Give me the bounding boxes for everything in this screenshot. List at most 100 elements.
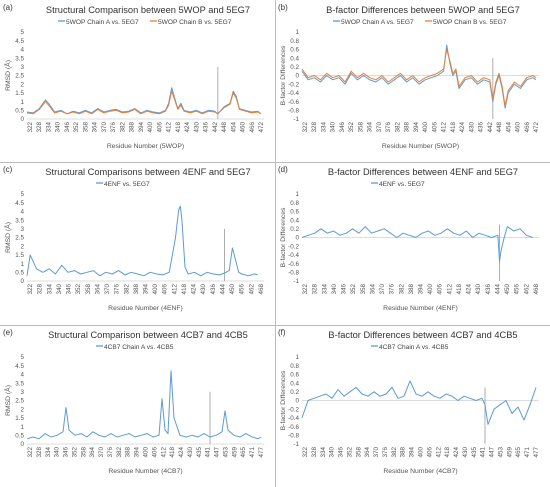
- x-tick-label: 430: [475, 284, 482, 295]
- series-line: [26, 369, 262, 439]
- x-tick-label: 424: [178, 446, 185, 457]
- y-tick-label: 1.5: [15, 90, 24, 97]
- x-tick-label: 418: [456, 284, 463, 295]
- x-tick-label: 364: [367, 121, 374, 132]
- y-tick-label: 5: [21, 354, 25, 361]
- x-tick-label: 441: [480, 446, 487, 457]
- y-tick-label: 1: [296, 29, 300, 36]
- x-tick-label: 447: [214, 446, 221, 457]
- x-tick-label: 412: [160, 446, 167, 457]
- x-tick-label: 456: [239, 284, 246, 295]
- x-tick-label: 418: [181, 284, 188, 295]
- x-tick-label: 394: [413, 121, 420, 132]
- x-tick-label: 352: [71, 446, 78, 457]
- legend-label: 5WOP Chain B vs. 5EG7: [433, 19, 507, 26]
- x-axis-title: Residue Number (4ENF): [108, 305, 183, 312]
- x-tick-label: 462: [248, 284, 255, 295]
- series-line: [26, 90, 262, 115]
- x-tick-label: 472: [533, 121, 540, 132]
- x-tick-label: 430: [193, 121, 200, 132]
- x-tick-label: 447: [489, 446, 496, 457]
- panel-f: (f) B-factor Differences between 4CB7 and…: [275, 325, 550, 487]
- x-tick-label: 340: [55, 121, 62, 132]
- x-tick-label: 346: [63, 446, 70, 457]
- x-tick-label: 382: [123, 284, 130, 295]
- x-tick-label: 370: [373, 446, 380, 457]
- x-tick-label: 352: [346, 446, 353, 457]
- legend-label: 5WOP Chain A vs. 5EG7: [66, 19, 139, 26]
- panel-label: (c): [3, 165, 13, 174]
- legend: 4ENF vs. 5EG7: [96, 181, 150, 188]
- series-line: [26, 87, 262, 115]
- legend: 4ENF vs. 5EG7: [371, 181, 425, 188]
- y-tick-label: 0.5: [15, 432, 24, 439]
- x-tick-label: 450: [229, 284, 236, 295]
- x-tick-label: 364: [89, 446, 96, 457]
- y-tick-label: -0.6: [288, 261, 299, 268]
- x-tick-label: 388: [133, 284, 140, 295]
- x-tick-label: 352: [348, 121, 355, 132]
- x-tick-label: 388: [400, 446, 407, 457]
- x-tick-label: 370: [376, 121, 383, 132]
- y-tick-label: 0: [21, 441, 25, 448]
- legend-label: 5WOP Chain A vs. 5EG7: [341, 19, 414, 26]
- chart-b: (b) B-factor Differences between 5WOP and…: [278, 3, 540, 150]
- legend-label: 4CB7 Chain A vs. 4CB5: [379, 344, 449, 351]
- x-tick-label: 400: [427, 284, 434, 295]
- x-tick-label: 477: [258, 446, 265, 457]
- y-tick-label: 0: [21, 116, 25, 123]
- legend: 4CB7 Chain A vs. 4CB5: [96, 344, 174, 351]
- y-axis-title: RMSD (Å): [3, 222, 12, 253]
- x-tick-label: 430: [187, 446, 194, 457]
- x-tick-label: 358: [82, 121, 89, 132]
- x-tick-label: 450: [504, 284, 511, 295]
- x-tick-label: 436: [485, 284, 492, 295]
- x-tick-label: 418: [444, 446, 451, 457]
- x-tick-label: 376: [389, 284, 396, 295]
- y-tick-label: 0.2: [290, 226, 299, 233]
- x-tick-label: 340: [56, 284, 63, 295]
- y-tick-label: 0: [296, 235, 300, 242]
- x-tick-label: 459: [506, 446, 513, 457]
- x-tick-label: 376: [107, 446, 114, 457]
- x-tick-label: 436: [210, 284, 217, 295]
- chart-f: (f) B-factor Differences between 4CB7 and…: [278, 328, 540, 475]
- x-tick-label: 370: [379, 284, 386, 295]
- legend: 5WOP Chain A vs. 5EG7 5WOP Chain B vs. 5E…: [333, 19, 507, 26]
- x-tick-label: 424: [453, 446, 460, 457]
- y-tick-label: 2.5: [15, 73, 24, 80]
- panel-d: (d) B-factor Differences between 4ENF and…: [275, 162, 550, 324]
- x-tick-label: 424: [191, 284, 198, 295]
- x-tick-label: 454: [505, 121, 512, 132]
- x-axis-title: Residue Number (5WOP): [107, 143, 184, 150]
- y-tick-label: 3: [21, 64, 25, 71]
- chart-title: Structural Comparison between 4CB7 and 4…: [48, 330, 248, 340]
- y-tick-label: 2.5: [15, 235, 24, 242]
- x-axis-title: Residue Number (4CB7): [383, 468, 457, 475]
- x-tick-label: 328: [36, 121, 43, 132]
- x-axis-title: Residue Number (5WOP): [382, 143, 459, 150]
- y-tick-label: 0.5: [15, 107, 24, 114]
- panel-label: (b): [278, 3, 288, 12]
- x-tick-label: 382: [394, 121, 401, 132]
- x-tick-label: 477: [533, 446, 540, 457]
- y-tick-label: -0.8: [288, 107, 299, 114]
- x-tick-label: 424: [184, 121, 191, 132]
- y-tick-label: 2.5: [15, 397, 24, 404]
- y-tick-label: 4.5: [15, 38, 24, 45]
- legend-label: 5WOP Chain B vs. 5EG7: [158, 19, 232, 26]
- x-tick-label: 382: [119, 121, 126, 132]
- panel-label: (d): [278, 165, 288, 174]
- x-tick-label: 430: [462, 446, 469, 457]
- y-tick-label: 5: [21, 191, 25, 198]
- panel-e: (e) Structural Comparison between 4CB7 an…: [0, 325, 275, 487]
- x-tick-label: 328: [36, 446, 43, 457]
- x-tick-label: 471: [249, 446, 256, 457]
- x-tick-label: 358: [360, 284, 367, 295]
- y-tick-label: 1.5: [15, 415, 24, 422]
- x-tick-label: 394: [409, 446, 416, 457]
- y-tick-label: 2: [21, 244, 25, 251]
- y-tick-label: -0.2: [288, 244, 299, 251]
- legend-label: 4ENF vs. 5EG7: [379, 181, 425, 188]
